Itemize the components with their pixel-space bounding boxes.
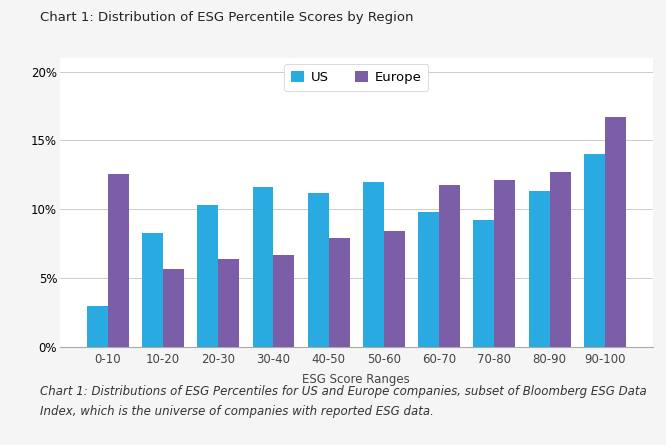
- Bar: [549, 172, 571, 347]
- Bar: [218, 259, 239, 347]
- Bar: [108, 174, 129, 347]
- Text: Chart 1: Distribution of ESG Percentile Scores by Region: Chart 1: Distribution of ESG Percentile …: [40, 11, 414, 24]
- Text: Chart 1: Distributions of ESG Percentiles for US and Europe companies, subset of: Chart 1: Distributions of ESG Percentile…: [40, 385, 647, 398]
- Bar: [474, 220, 494, 347]
- Bar: [274, 255, 294, 347]
- Bar: [197, 205, 218, 347]
- Bar: [529, 191, 549, 347]
- Bar: [494, 180, 515, 347]
- Text: Index, which is the universe of companies with reported ESG data.: Index, which is the universe of companie…: [40, 405, 434, 418]
- Bar: [163, 269, 184, 347]
- Bar: [584, 154, 605, 347]
- Bar: [384, 231, 405, 347]
- Legend: US, Europe: US, Europe: [284, 65, 428, 91]
- X-axis label: ESG Score Ranges: ESG Score Ranges: [302, 372, 410, 386]
- Bar: [252, 187, 274, 347]
- Bar: [329, 238, 350, 347]
- Bar: [418, 212, 439, 347]
- Bar: [142, 233, 163, 347]
- Bar: [87, 306, 108, 347]
- Bar: [605, 117, 626, 347]
- Bar: [363, 182, 384, 347]
- Bar: [439, 185, 460, 347]
- Bar: [308, 193, 329, 347]
